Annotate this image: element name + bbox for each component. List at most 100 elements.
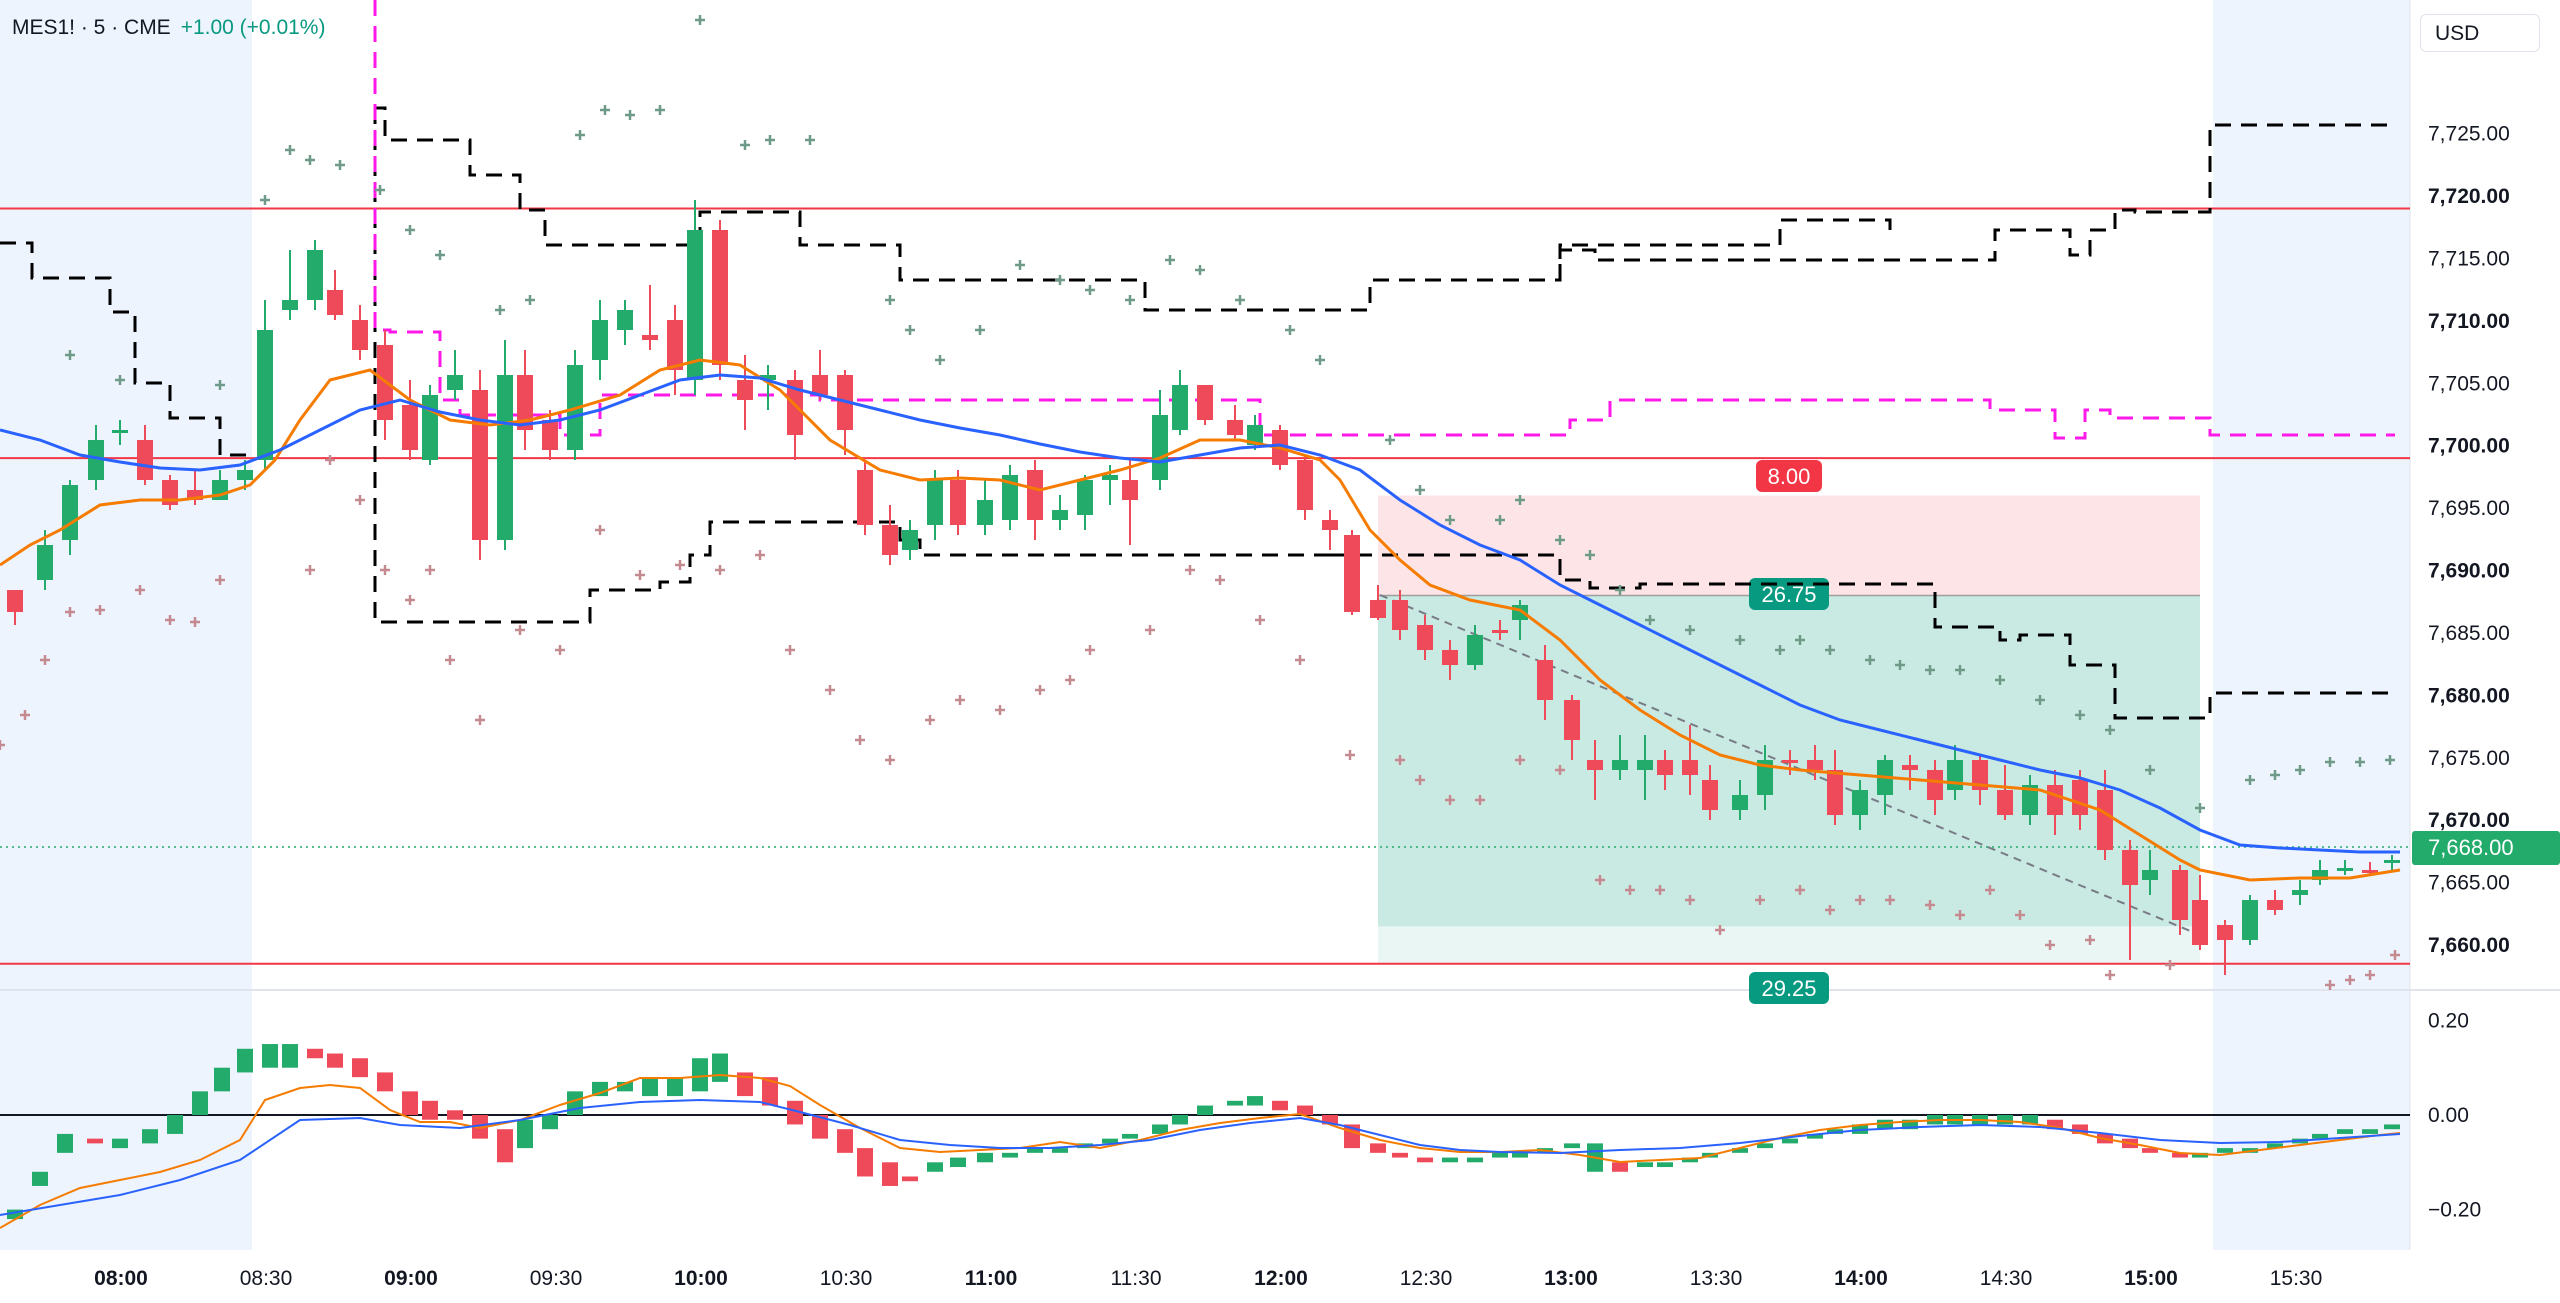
candle-97 bbox=[2362, 862, 2378, 875]
candle-body-5 bbox=[137, 440, 153, 480]
osc-bar-43 bbox=[1052, 1148, 1068, 1153]
osc-bar-97 bbox=[2362, 1129, 2378, 1134]
candle-body-40 bbox=[977, 500, 993, 525]
green-cross-15 bbox=[655, 105, 665, 115]
candle-body-88 bbox=[2142, 870, 2158, 880]
green-cross-49 bbox=[1925, 665, 1935, 675]
red-cross-16 bbox=[475, 715, 485, 725]
candle-body-30 bbox=[737, 380, 753, 400]
candle-10 bbox=[257, 300, 273, 470]
osc-bar-74 bbox=[1807, 1133, 1823, 1139]
green-cross-56 bbox=[2195, 803, 2205, 813]
price-tick-7: 7,690.00 bbox=[2428, 560, 2510, 583]
black-step-lower bbox=[373, 108, 1330, 624]
candle-body-53 bbox=[1297, 460, 1313, 510]
osc-bar-14 bbox=[352, 1058, 368, 1078]
red-cross-59 bbox=[2015, 910, 2025, 920]
red-cross-67 bbox=[2390, 950, 2400, 960]
green-cross-52 bbox=[2035, 695, 2045, 705]
candle-body-67 bbox=[1637, 760, 1653, 770]
symbol-label[interactable]: MES1! · 5 · CME bbox=[12, 16, 171, 39]
red-cross-24 bbox=[785, 645, 795, 655]
green-cross-37 bbox=[1515, 495, 1525, 505]
osc-bar-1 bbox=[32, 1171, 48, 1186]
symbol-header: MES1! · 5 · CME +1.00 (+0.01%) bbox=[12, 16, 325, 40]
osc-bar-61 bbox=[1492, 1152, 1508, 1158]
osc-bar-60 bbox=[1467, 1157, 1483, 1163]
candle-76 bbox=[1852, 780, 1868, 830]
price-tick-3: 7,710.00 bbox=[2428, 310, 2510, 333]
candle-55 bbox=[1344, 530, 1360, 615]
osc-bar-35 bbox=[857, 1148, 873, 1177]
red-cross-50 bbox=[1715, 925, 1725, 935]
candle-body-16 bbox=[402, 405, 418, 450]
red-cross-36 bbox=[1215, 575, 1225, 585]
time-tick-15: 15:30 bbox=[2270, 1267, 2323, 1290]
candle-body-36 bbox=[882, 525, 898, 555]
currency-button[interactable]: USD bbox=[2420, 14, 2540, 52]
red-cross-38 bbox=[1295, 655, 1305, 665]
candle-body-29 bbox=[712, 230, 728, 365]
candle-12 bbox=[307, 240, 323, 310]
red-cross-1 bbox=[20, 710, 30, 720]
time-tick-13: 14:30 bbox=[1980, 1267, 2033, 1290]
osc-bar-9 bbox=[237, 1048, 253, 1073]
candle-71 bbox=[1732, 780, 1748, 820]
green-cross-59 bbox=[2295, 765, 2305, 775]
candle-49 bbox=[1197, 385, 1213, 425]
candle-body-9 bbox=[237, 470, 253, 480]
red-cross-60 bbox=[2045, 940, 2055, 950]
candle-53 bbox=[1297, 455, 1313, 520]
candle-body-7 bbox=[187, 490, 203, 500]
osc-bar-18 bbox=[447, 1110, 463, 1120]
pre-market-shade bbox=[0, 0, 252, 1250]
red-cross-56 bbox=[1925, 900, 1935, 910]
candle-47 bbox=[1152, 390, 1168, 490]
green-cross-34 bbox=[1415, 485, 1425, 495]
position-filled-zone bbox=[1378, 926, 2200, 964]
osc-bar-64 bbox=[1564, 1143, 1580, 1149]
candle-42 bbox=[1027, 460, 1043, 540]
osc-bar-34 bbox=[837, 1129, 853, 1153]
red-cross-32 bbox=[1065, 675, 1075, 685]
green-cross-44 bbox=[1775, 645, 1785, 655]
osc-tick-1: 0.00 bbox=[2428, 1104, 2469, 1127]
candle-body-71 bbox=[1732, 795, 1748, 810]
candle-body-95 bbox=[2312, 870, 2328, 880]
osc-bar-84 bbox=[2047, 1119, 2063, 1130]
candle-body-85 bbox=[2072, 780, 2088, 815]
osc-bar-31 bbox=[762, 1077, 778, 1106]
osc-bar-88 bbox=[2142, 1148, 2158, 1153]
candle-32 bbox=[787, 370, 803, 460]
candle-body-91 bbox=[2217, 925, 2233, 940]
candle-body-46 bbox=[1122, 480, 1138, 500]
candle-37 bbox=[902, 520, 918, 560]
red-cross-51 bbox=[1755, 895, 1765, 905]
candle-body-10 bbox=[257, 330, 273, 460]
green-cross-4 bbox=[285, 145, 295, 155]
price-tick-0: 7,725.00 bbox=[2428, 123, 2510, 146]
osc-bar-48 bbox=[1172, 1115, 1188, 1125]
red-cross-35 bbox=[1185, 565, 1195, 575]
red-cross-37 bbox=[1255, 615, 1265, 625]
candle-91 bbox=[2217, 920, 2233, 975]
candle-78 bbox=[1902, 755, 1918, 790]
candle-body-44 bbox=[1077, 480, 1093, 515]
green-cross-60 bbox=[2325, 757, 2335, 767]
candle-body-55 bbox=[1344, 535, 1360, 612]
red-cross-26 bbox=[855, 735, 865, 745]
time-tick-0: 08:00 bbox=[94, 1267, 148, 1290]
green-cross-54 bbox=[2105, 725, 2115, 735]
osc-bar-90 bbox=[2192, 1152, 2208, 1158]
candle-81 bbox=[1972, 755, 1988, 805]
candle-body-54 bbox=[1322, 520, 1338, 530]
green-cross-58 bbox=[2270, 770, 2280, 780]
candle-95 bbox=[2312, 860, 2328, 885]
osc-bar-41 bbox=[1002, 1152, 1018, 1158]
osc-bar-68 bbox=[1657, 1162, 1673, 1168]
candle-body-89 bbox=[2172, 870, 2188, 920]
red-cross-41 bbox=[1415, 775, 1425, 785]
candle-19 bbox=[472, 370, 488, 560]
green-cross-62 bbox=[2385, 755, 2395, 765]
